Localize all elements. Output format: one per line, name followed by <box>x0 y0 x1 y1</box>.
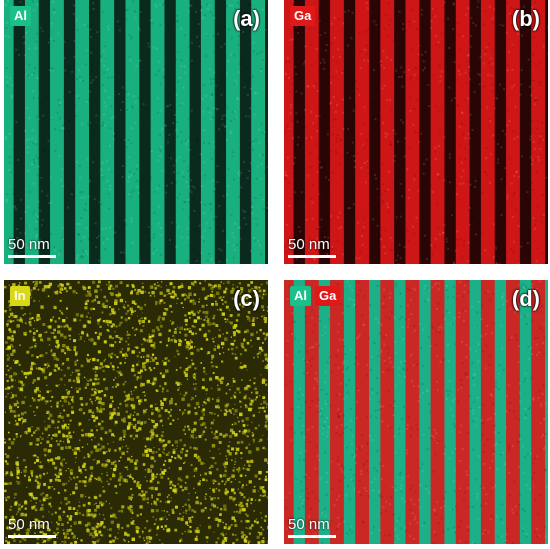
composition-stripe <box>531 280 546 544</box>
label-in: In <box>10 286 30 306</box>
overlay-stripe-map <box>284 280 548 544</box>
composition-stripe <box>24 0 39 264</box>
label-al: Al <box>290 286 311 306</box>
element-labels: Al Ga <box>290 286 341 306</box>
panel-b-ga-map: Ga (b) 50 nm <box>284 0 548 264</box>
panel-d-overlay-map: Al Ga (d) 50 nm <box>284 280 548 544</box>
composition-stripe <box>506 0 520 264</box>
composition-stripe <box>355 280 370 544</box>
composition-stripe <box>506 280 520 544</box>
composition-stripe <box>405 280 420 544</box>
composition-stripe <box>405 0 420 264</box>
composition-stripe <box>380 280 395 544</box>
scale-bar-line <box>288 535 336 538</box>
label-ga: Ga <box>315 286 341 306</box>
composition-stripe <box>50 0 64 264</box>
panel-c-in-map: In (c) 50 nm <box>4 280 268 544</box>
composition-stripe <box>355 0 370 264</box>
scale-bar-line <box>8 255 56 258</box>
composition-stripe <box>75 0 90 264</box>
composition-stripe <box>304 280 319 544</box>
scale-bar-line <box>8 535 56 538</box>
ga-stripe-map <box>284 0 548 264</box>
composition-stripe <box>304 0 319 264</box>
composition-stripe <box>200 0 215 264</box>
element-labels: Al <box>10 6 31 26</box>
composition-stripe <box>4 0 14 264</box>
composition-stripe <box>380 0 395 264</box>
composition-stripe <box>330 280 344 544</box>
al-stripe-map <box>4 0 268 264</box>
scale-label: 50 nm <box>288 236 330 253</box>
panel-letter: (c) <box>233 286 260 311</box>
panel-a-al-map: Al (a) 50 nm <box>4 0 268 264</box>
scale-bar-line <box>288 255 336 258</box>
scale-bar: 50 nm <box>288 517 336 538</box>
composition-stripe <box>430 0 445 264</box>
scale-label: 50 nm <box>8 236 50 253</box>
composition-stripe <box>480 0 495 264</box>
composition-stripe <box>284 280 294 544</box>
composition-stripe <box>430 280 445 544</box>
scale-label: 50 nm <box>8 516 50 533</box>
composition-stripe <box>455 280 470 544</box>
composition-stripe <box>226 0 240 264</box>
label-al: Al <box>10 6 31 26</box>
panel-letter: (b) <box>511 6 540 31</box>
scale-label: 50 nm <box>288 516 330 533</box>
composition-stripe <box>330 0 344 264</box>
scale-bar: 50 nm <box>8 517 56 538</box>
in-noise-map <box>4 280 268 544</box>
composition-stripe <box>531 0 546 264</box>
composition-stripe <box>125 0 140 264</box>
composition-stripe <box>284 0 294 264</box>
composition-stripe <box>455 0 470 264</box>
scale-bar: 50 nm <box>288 237 336 258</box>
scale-bar: 50 nm <box>8 237 56 258</box>
composition-stripe <box>480 280 495 544</box>
composition-stripe <box>100 0 115 264</box>
label-ga: Ga <box>290 6 316 26</box>
composition-stripe <box>175 0 190 264</box>
panel-letter: (a) <box>233 6 260 31</box>
element-labels: Ga <box>290 6 316 26</box>
composition-stripe <box>251 0 266 264</box>
composition-stripe <box>150 0 165 264</box>
element-labels: In <box>10 286 30 306</box>
panel-letter: (d) <box>511 286 540 311</box>
